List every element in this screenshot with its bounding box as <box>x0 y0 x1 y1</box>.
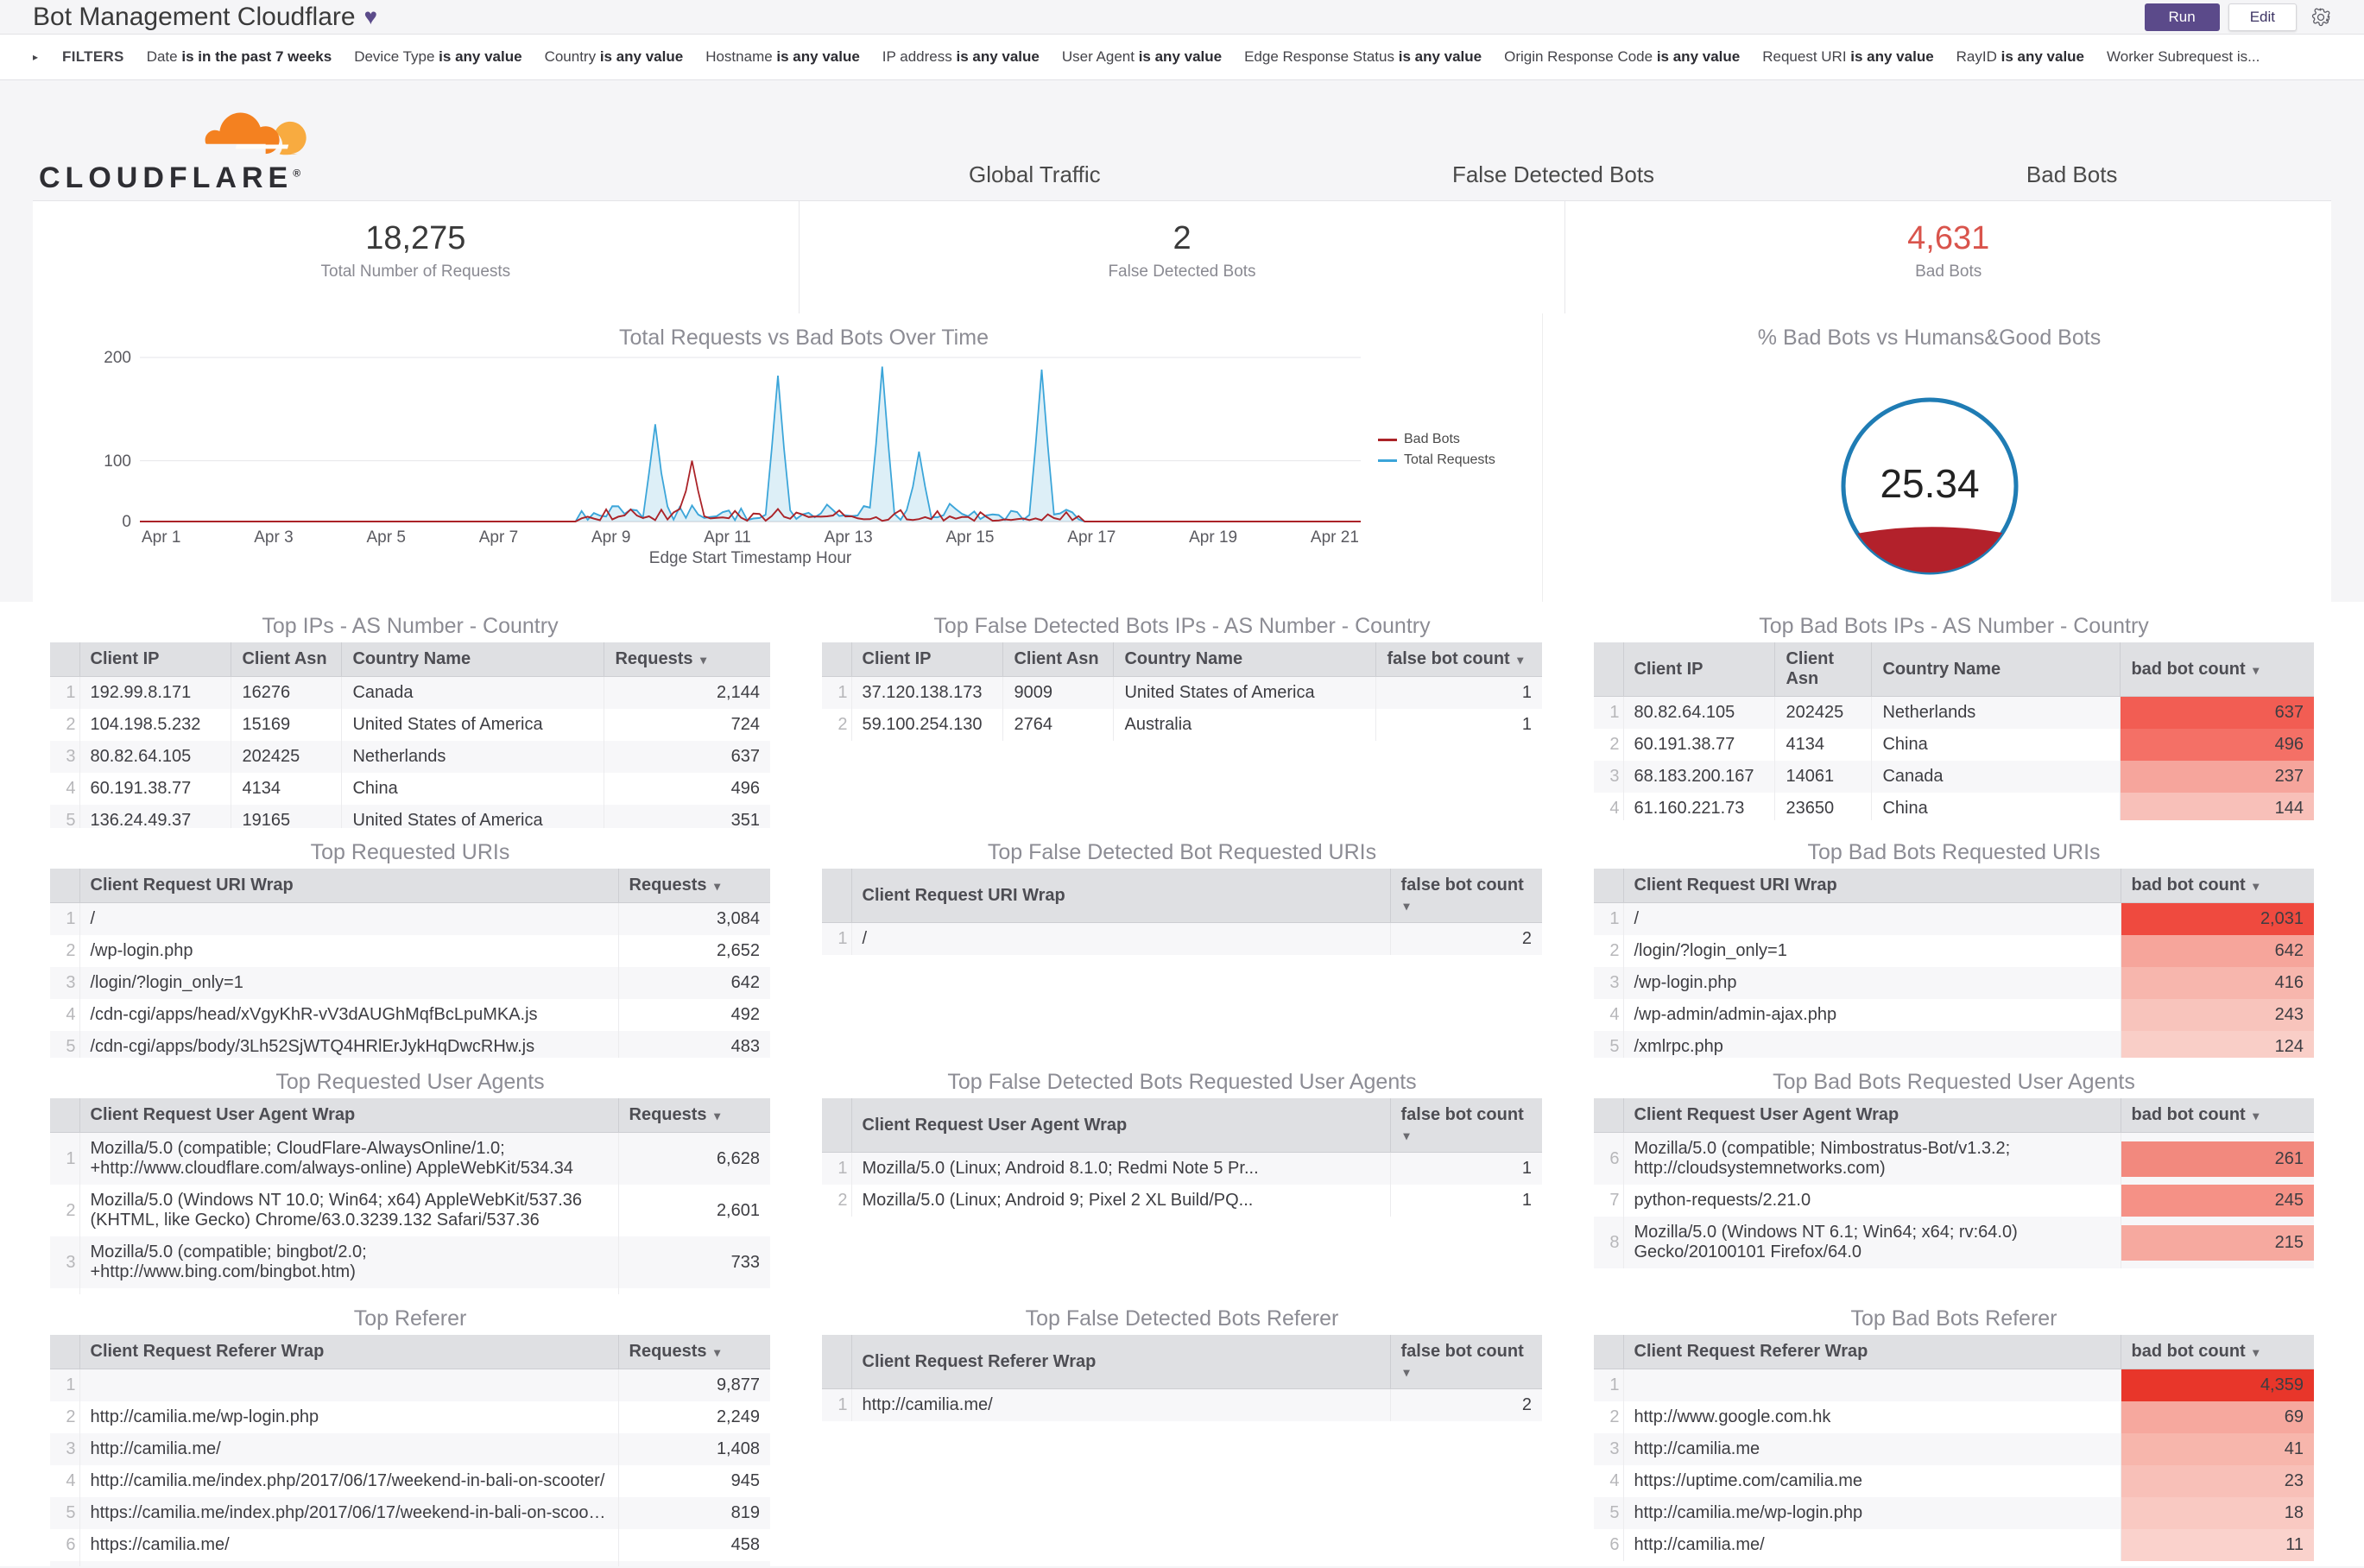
svg-text:25.34: 25.34 <box>1880 461 1979 506</box>
